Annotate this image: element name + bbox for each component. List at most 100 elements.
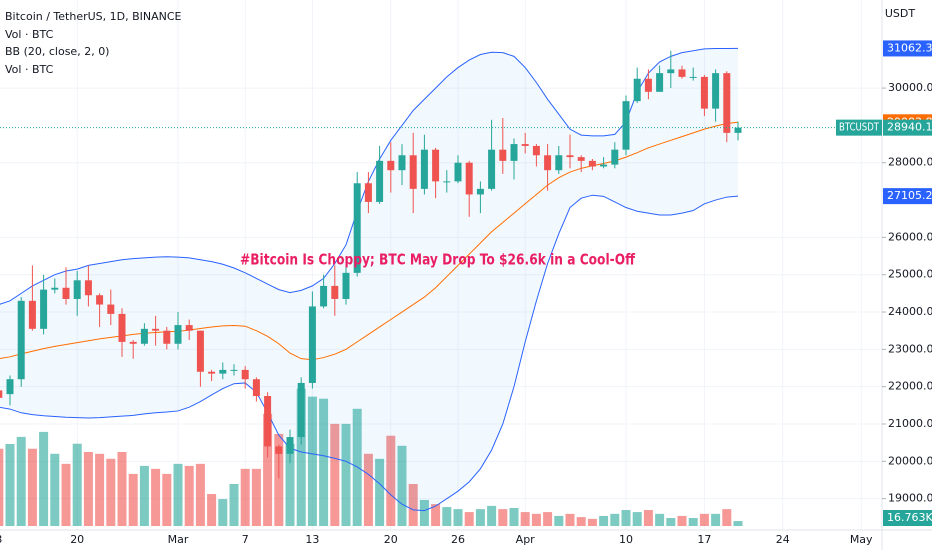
y-tick-label: 26000.00	[888, 230, 932, 243]
volume-bar	[240, 468, 250, 526]
candle-body	[600, 164, 608, 167]
y-tick-label: 24000.00	[888, 305, 932, 318]
y-tick-label: 19000.00	[888, 492, 932, 505]
volume-bar	[83, 452, 93, 526]
volume-bar	[531, 513, 541, 526]
candle-body	[454, 162, 462, 182]
volume-bar	[475, 509, 485, 526]
candle-body	[129, 341, 137, 344]
last-price-label: 28940.12	[887, 121, 932, 134]
candle-body	[398, 155, 406, 171]
candle-body	[28, 300, 36, 329]
candle-body	[465, 162, 473, 195]
volume-bar	[666, 518, 676, 526]
volume-bar	[722, 509, 732, 526]
candle-body	[342, 272, 350, 299]
x-tick-label: Apr	[516, 533, 536, 546]
volume-bar	[699, 513, 709, 526]
candle-body	[488, 149, 496, 189]
symbol-label: BTCUSDT	[839, 121, 879, 134]
bb-upper-label: 31062.34	[887, 41, 932, 54]
x-tick-label: 7	[242, 533, 249, 546]
candle-body	[241, 369, 249, 380]
volume-bar	[207, 494, 217, 526]
candle-body	[476, 188, 484, 195]
bb-fill	[0, 48, 738, 511]
x-tick-label: 20	[70, 533, 84, 546]
bb-lower-line	[0, 194, 739, 512]
candle-body	[331, 285, 339, 299]
candle-body	[73, 280, 81, 299]
volume-bar	[419, 499, 429, 526]
candle-body	[622, 101, 630, 150]
candle-body	[17, 300, 25, 380]
volume-bar	[50, 453, 60, 526]
x-tick-label: 3	[0, 533, 2, 546]
candle-body	[678, 69, 686, 77]
volume-bar	[677, 515, 687, 526]
candle-body	[297, 382, 305, 438]
y-tick-label: 30000.00	[888, 81, 932, 94]
volume-bar	[711, 513, 721, 526]
candle-body	[219, 369, 227, 374]
volume-bar	[307, 396, 317, 526]
volume-bar	[61, 463, 71, 526]
volume-label-box	[883, 510, 932, 526]
bb-lower-label-box	[883, 188, 932, 205]
grid	[0, 0, 882, 530]
candle-body	[387, 160, 395, 171]
candle-body	[185, 325, 193, 331]
volume-bar	[72, 443, 82, 526]
volume-bar	[453, 509, 463, 526]
candle-body	[230, 369, 238, 371]
candle-body	[174, 325, 182, 344]
candle-body	[667, 69, 675, 74]
candle-body	[644, 78, 652, 92]
volume-bar	[509, 507, 519, 526]
candle-body	[588, 160, 596, 167]
volume-bar	[27, 448, 37, 526]
candle-body	[6, 379, 14, 395]
candle-body	[544, 155, 552, 171]
candle-body	[532, 145, 540, 156]
axis-unit: USDT	[885, 7, 916, 20]
candle-body	[62, 287, 70, 299]
candle-body	[118, 313, 126, 342]
candle-body	[499, 149, 507, 161]
candle-body	[633, 78, 641, 102]
volume-bar	[688, 518, 698, 526]
volume-bar	[162, 473, 172, 526]
volume-bar	[229, 483, 239, 526]
x-tick-label: 10	[619, 533, 633, 546]
volume-bar	[487, 505, 497, 526]
candle-body	[432, 149, 440, 182]
volume-bar	[599, 515, 609, 526]
volume-bar	[498, 509, 508, 526]
candle-body	[353, 183, 361, 273]
candle-body	[84, 280, 92, 296]
volume-bar	[621, 510, 631, 526]
y-tick-label: 23000.00	[888, 342, 932, 355]
candle-body	[51, 287, 59, 290]
candle-body	[320, 285, 328, 307]
candle-body	[420, 149, 428, 189]
candle-body	[208, 371, 216, 374]
symbol-label-box	[836, 119, 882, 136]
volume-bar	[408, 483, 418, 526]
bb-lower-label: 27105.28	[887, 189, 932, 202]
candle-body	[712, 73, 720, 109]
legend-line: BB (20, close, 2, 0)	[5, 45, 109, 58]
candle-body	[521, 144, 529, 146]
volume-bar	[543, 512, 553, 526]
x-tick-label: 17	[697, 533, 711, 546]
volume-bar	[5, 444, 15, 526]
volume-bar	[285, 443, 295, 526]
volume-bar	[95, 453, 105, 526]
x-tick-label: Mar	[168, 533, 189, 546]
candle-body	[689, 76, 697, 78]
volume-bar	[151, 468, 161, 526]
candle-body	[734, 127, 742, 133]
volume-bar	[173, 463, 183, 526]
candle-body	[152, 328, 160, 331]
candle-body	[140, 328, 148, 344]
